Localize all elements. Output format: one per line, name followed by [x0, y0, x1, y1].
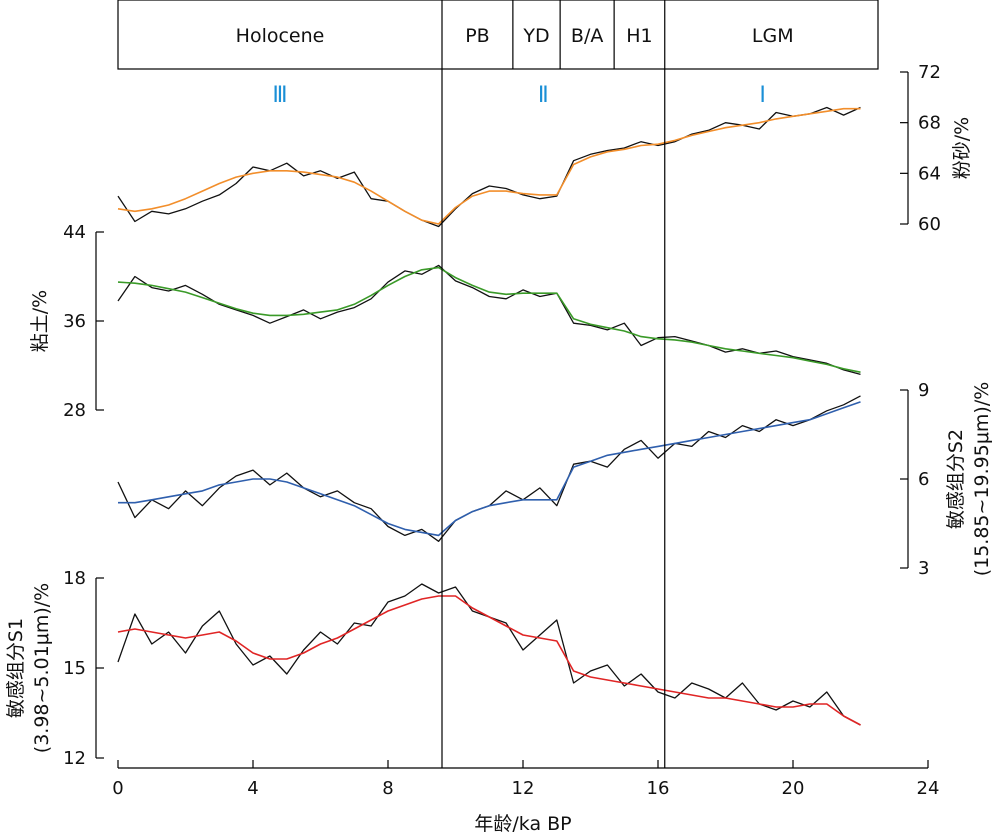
y-axis-title-s2: 敏感组分S2 — [945, 429, 967, 529]
period-label: H1 — [626, 25, 652, 47]
panel-clay: 28 36 44 粘土/% — [29, 222, 861, 421]
x-tick-label: 4 — [247, 778, 258, 799]
smoothed-series-clay — [117, 266, 861, 373]
y-tick-label-silt: 64 — [918, 163, 941, 184]
y-tick-label-s2: 9 — [918, 380, 929, 401]
y-tick-label-clay: 36 — [63, 311, 86, 332]
zone-boundaries — [441, 69, 666, 768]
smoothed-series-silt — [117, 107, 861, 225]
period-bar: Holocene PB YD B/A H1 LGM — [117, 0, 879, 70]
period-labels: Holocene PB YD B/A H1 LGM — [236, 0, 794, 69]
panel-s2: 3 6 9 敏感组分S2 (15.85~19.95μm)/% — [117, 380, 993, 579]
y-tick-label-silt: 68 — [918, 113, 941, 134]
smoothed-series-s1 — [117, 595, 861, 726]
panel-s1: 12 15 18 敏感组分S1 (3.98~5.01μm)/% — [5, 568, 861, 769]
zone-label: Ⅱ — [538, 83, 549, 108]
panel-silt: 60 64 68 72 粉砂/% — [117, 62, 973, 235]
y-tick-label-s1: 18 — [63, 568, 86, 589]
period-bar-frame — [117, 0, 879, 70]
y-tick-label-s1: 15 — [63, 658, 86, 679]
y-axis-title-s1: 敏感组分S1 — [5, 618, 27, 718]
x-tick-label: 12 — [512, 778, 535, 799]
x-tick-label: 20 — [782, 778, 805, 799]
x-axis-ticks: 0 4 8 12 16 20 24 — [112, 760, 939, 799]
period-label: PB — [465, 25, 490, 47]
smoothed-series-s2 — [118, 401, 861, 537]
x-tick-label: 24 — [917, 778, 940, 799]
zone-labels: Ⅲ Ⅱ Ⅰ — [272, 83, 765, 108]
period-label: Holocene — [236, 25, 325, 47]
x-axis: 0 4 8 12 16 20 24 年龄/ka BP — [112, 760, 939, 835]
x-tick-label: 0 — [112, 778, 123, 799]
zone-label: Ⅲ — [272, 83, 287, 108]
y-tick-label-s2: 6 — [918, 469, 929, 490]
y-tick-label-silt: 72 — [918, 62, 941, 83]
y-tick-label-s2: 3 — [918, 558, 929, 579]
y-tick-label-s1: 12 — [63, 748, 86, 769]
raw-series-silt — [117, 106, 861, 228]
y-axis-title-clay: 粘土/% — [29, 290, 51, 352]
y-axis-subtitle-s1: (3.98~5.01μm)/% — [31, 583, 53, 753]
y-tick-label-clay: 44 — [63, 222, 86, 243]
x-axis-title: 年龄/ka BP — [474, 813, 571, 835]
y-tick-label-silt: 60 — [918, 214, 941, 235]
period-label: B/A — [571, 25, 603, 47]
y-axis-title-silt: 粉砂/% — [951, 117, 973, 179]
x-tick-label: 8 — [382, 778, 393, 799]
zone-label: Ⅰ — [759, 83, 766, 108]
y-axis-subtitle-s2: (15.85~19.95μm)/% — [971, 382, 993, 577]
period-label: LGM — [752, 25, 794, 47]
period-label: YD — [522, 25, 549, 47]
x-tick-label: 16 — [647, 778, 670, 799]
y-tick-label-clay: 28 — [63, 400, 86, 421]
